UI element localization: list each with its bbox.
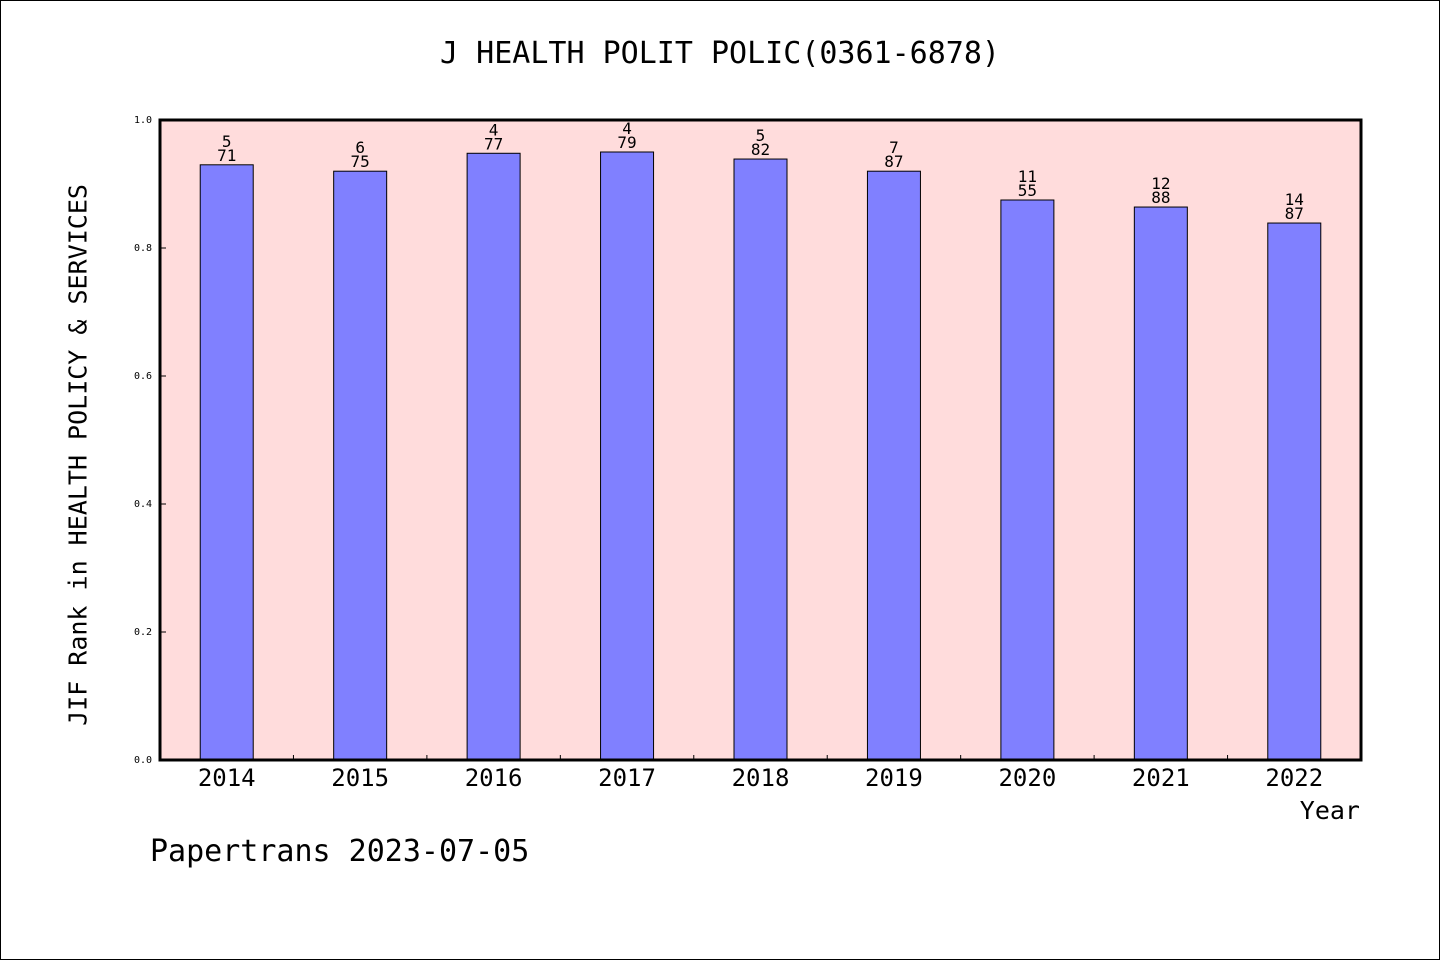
x-tick-label: 2020 (998, 764, 1056, 792)
bar-total-label: 87 (884, 152, 903, 171)
bar-total-label: 75 (351, 152, 370, 171)
bar-rank-label: 12 (1151, 174, 1170, 193)
bar-total-label: 79 (617, 133, 636, 152)
bar-rank-label: 5 (222, 132, 232, 151)
bar-rank-label: 5 (756, 126, 766, 145)
x-tick-label: 2014 (198, 764, 256, 792)
bar-2021 (1133, 206, 1188, 761)
chart-title: J HEALTH POLIT POLIC(0361-6878) (440, 36, 1000, 71)
x-tick-label: 2022 (1265, 764, 1323, 792)
bar-2022 (1267, 222, 1322, 761)
bar-total-label: 71 (217, 146, 236, 165)
bar-rank-label: 14 (1285, 190, 1304, 209)
x-tick-label: 2021 (1132, 764, 1190, 792)
bar-2014 (199, 164, 254, 761)
plot-border (158, 118, 1363, 762)
bar-rank-label: 4 (489, 120, 499, 139)
x-tick-label: 2019 (865, 764, 923, 792)
x-tick-label: 2018 (732, 764, 790, 792)
bar-total-label: 77 (484, 134, 503, 153)
bar-rank-label: 11 (1018, 167, 1037, 186)
y-tick-label: 1.0 (134, 115, 152, 126)
x-tick-label: 2015 (331, 764, 389, 792)
bar-total-label: 87 (1285, 204, 1304, 223)
bar-total-label: 55 (1018, 181, 1037, 200)
y-tick-label: 0.8 (134, 243, 152, 254)
bar-rank-label: 4 (622, 119, 632, 138)
bar-rank-label: 6 (355, 138, 365, 157)
bar-2016 (466, 152, 521, 761)
bar-rank-label: 7 (889, 138, 899, 157)
bar-total-label: 88 (1151, 188, 1170, 207)
x-tick-label: 2016 (465, 764, 523, 792)
y-tick-label: 0.2 (134, 627, 152, 638)
bar-2020 (1000, 199, 1055, 761)
y-tick-label: 0.4 (134, 499, 152, 510)
y-tick-label: 0.0 (134, 755, 152, 766)
bar-2017 (600, 151, 655, 761)
x-axis-label: Year (1299, 796, 1360, 825)
x-tick-label: 2017 (598, 764, 656, 792)
bar-2018 (733, 158, 788, 761)
y-tick-label: 0.6 (134, 371, 152, 382)
bar-2015 (333, 170, 388, 761)
footer-credit: Papertrans 2023-07-05 (150, 834, 530, 869)
bar-total-label: 82 (751, 140, 770, 159)
bar-2019 (866, 170, 921, 761)
